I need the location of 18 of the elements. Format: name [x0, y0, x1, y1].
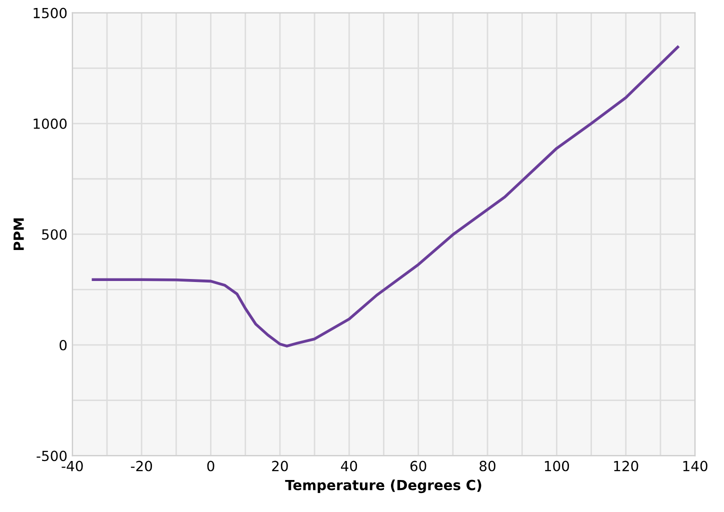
x-tick-label: 60	[410, 460, 426, 472]
x-tick-label: 120	[614, 460, 638, 472]
x-axis-title: Temperature (Degrees C)	[285, 480, 482, 494]
x-tick-label: -20	[130, 460, 152, 472]
y-tick-label: 1000	[34, 118, 67, 129]
y-axis-title: PPM	[14, 218, 24, 250]
x-tick-label: -40	[62, 460, 83, 472]
y-tick-label: 0	[60, 340, 67, 350]
x-tick-label: 100	[544, 460, 570, 472]
x-tick-label: 40	[340, 460, 358, 472]
line-series	[92, 46, 680, 348]
x-tick-label: 80	[480, 460, 496, 472]
y-tick-label: 500	[42, 229, 67, 240]
x-tick-label: 140	[683, 460, 708, 472]
x-tick-label: 0	[207, 460, 214, 472]
x-tick-label: 20	[272, 460, 288, 472]
y-tick-label: -500	[36, 450, 67, 462]
y-tick-label: 1500	[34, 8, 67, 18]
